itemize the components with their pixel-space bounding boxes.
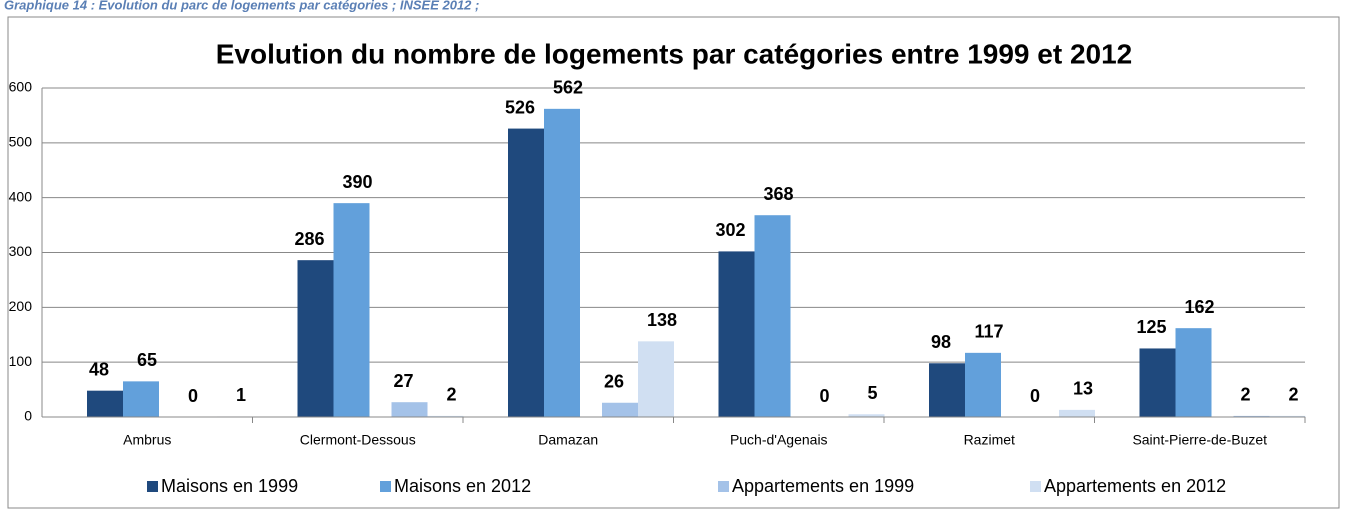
bar	[965, 352, 1001, 417]
value-label: 390	[342, 172, 372, 192]
bar	[391, 402, 428, 417]
value-label: 125	[1136, 317, 1166, 337]
bar	[87, 390, 123, 417]
legend-label: Maisons en 1999	[161, 476, 298, 496]
value-label: 98	[931, 332, 951, 352]
value-label: 526	[505, 97, 535, 117]
value-label: 286	[294, 229, 324, 249]
y-tick-label: 300	[9, 243, 33, 259]
bar	[1233, 415, 1270, 417]
y-tick-label: 0	[24, 408, 32, 424]
bar	[544, 108, 580, 417]
legend-swatch	[380, 481, 391, 492]
value-label: 26	[604, 371, 624, 391]
value-label: 1	[236, 385, 246, 405]
caption: Graphique 14 : Evolution du parc de loge…	[4, 0, 479, 12]
bar	[1175, 328, 1212, 417]
bar	[1269, 415, 1306, 417]
value-label: 27	[393, 371, 413, 391]
x-tick-label: Saint-Pierre-de-Buzet	[1132, 432, 1267, 448]
y-tick-label: 400	[9, 188, 33, 204]
x-tick-label: Puch-d'Agenais	[730, 432, 828, 448]
value-label: 2	[1288, 385, 1298, 405]
bar	[333, 203, 370, 417]
y-tick-label: 600	[9, 79, 33, 95]
bar	[848, 414, 885, 417]
value-label: 162	[1184, 297, 1214, 317]
legend-label: Appartements en 2012	[1044, 476, 1226, 496]
value-label: 13	[1073, 379, 1093, 399]
bar	[718, 251, 755, 417]
legend-label: Maisons en 2012	[394, 476, 531, 496]
legend-swatch	[718, 481, 729, 492]
x-tick-label: Damazan	[538, 432, 598, 448]
bar	[427, 415, 464, 417]
x-tick-label: Clermont-Dessous	[300, 432, 416, 448]
chart-title: Evolution du nombre de logements par cat…	[216, 38, 1133, 69]
bar	[754, 215, 791, 417]
bar	[602, 402, 638, 417]
y-tick-label: 500	[9, 134, 33, 150]
y-tick-label: 200	[9, 298, 33, 314]
x-tick-label: Razimet	[964, 432, 1015, 448]
value-label: 117	[974, 322, 1003, 342]
value-label: 0	[188, 386, 198, 406]
value-label: 0	[819, 386, 829, 406]
value-label: 5	[867, 383, 877, 403]
x-tick-label: Ambrus	[123, 432, 171, 448]
bar	[508, 128, 544, 417]
bar	[297, 260, 334, 417]
bar	[638, 341, 674, 417]
value-label: 302	[715, 220, 745, 240]
legend-swatch	[1030, 481, 1041, 492]
bar	[929, 363, 965, 417]
bar	[1139, 348, 1176, 417]
value-label: 368	[763, 184, 793, 204]
bar	[1059, 409, 1095, 417]
value-label: 562	[553, 78, 583, 98]
value-label: 2	[446, 385, 456, 405]
bar	[123, 381, 159, 417]
value-label: 65	[137, 350, 157, 370]
legend-swatch	[147, 481, 158, 492]
chart-frame	[7, 16, 1340, 509]
value-label: 0	[1030, 386, 1040, 406]
value-label: 138	[647, 310, 677, 330]
legend-label: Appartements en 1999	[732, 476, 914, 496]
value-label: 2	[1240, 385, 1250, 405]
y-tick-label: 100	[9, 353, 33, 369]
value-label: 48	[89, 359, 109, 379]
